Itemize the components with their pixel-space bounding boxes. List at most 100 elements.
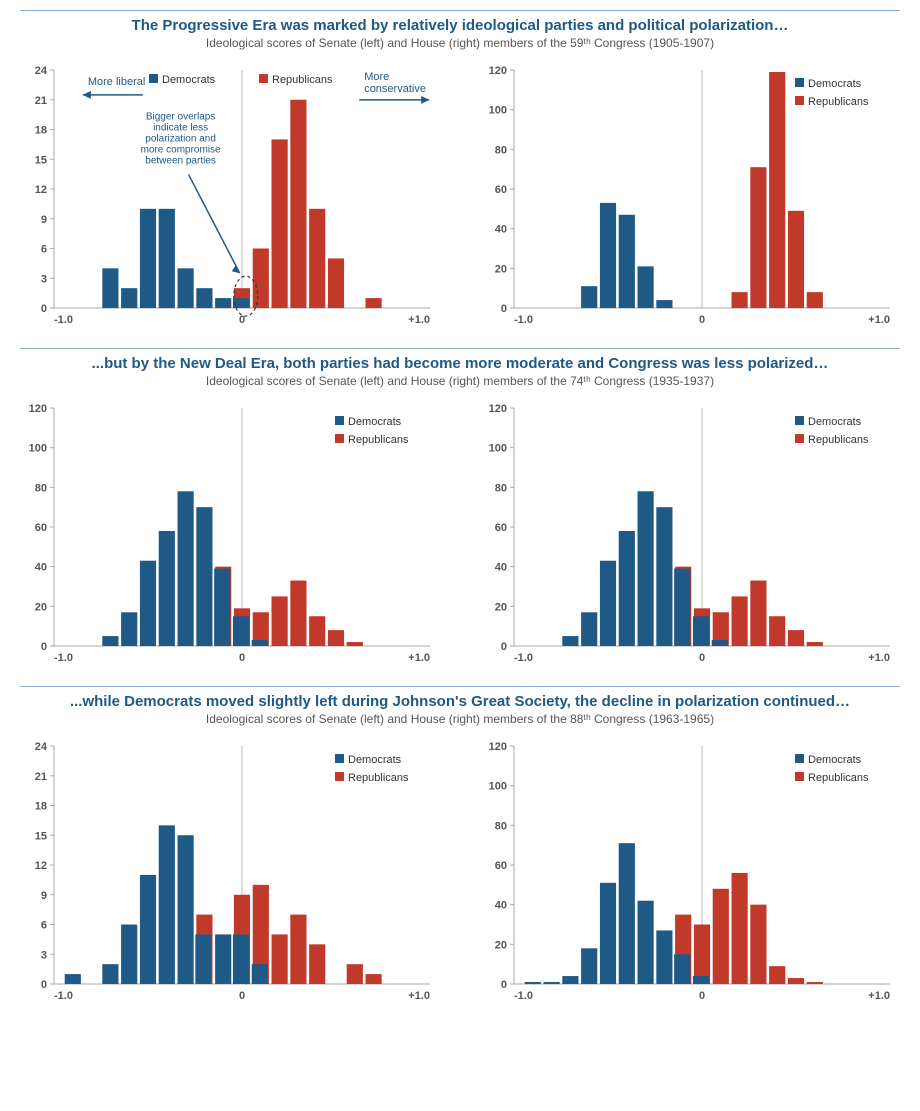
legend-rep-swatch xyxy=(795,772,804,781)
anno-more-conservative: conservative xyxy=(364,83,426,95)
svg-text:-1.0: -1.0 xyxy=(514,990,533,1002)
legend-dem-swatch xyxy=(149,74,158,83)
legend-dem-swatch xyxy=(795,754,804,763)
anno-more-liberal: More liberal xyxy=(88,76,145,88)
svg-text:60: 60 xyxy=(35,522,47,534)
svg-text:60: 60 xyxy=(495,522,507,534)
svg-text:3: 3 xyxy=(41,949,47,961)
svg-text:0: 0 xyxy=(501,641,507,653)
svg-text:+1.0: +1.0 xyxy=(868,314,890,326)
legend-rep-label: Republicans xyxy=(272,74,333,86)
section-subtitle: Ideological scores of Senate (left) and … xyxy=(20,36,900,50)
svg-text:0: 0 xyxy=(239,314,245,326)
svg-text:12: 12 xyxy=(35,860,47,872)
svg-text:-1.0: -1.0 xyxy=(54,314,73,326)
svg-text:-1.0: -1.0 xyxy=(514,652,533,664)
chart-row: 0 3 6 9 12 15 18 21 24 -1.0 0 +1.0 Democrats Republic… xyxy=(20,736,900,1006)
svg-text:40: 40 xyxy=(35,562,47,574)
svg-text:+1.0: +1.0 xyxy=(868,652,890,664)
svg-text:20: 20 xyxy=(495,601,507,613)
legend-rep-label: Republicans xyxy=(808,772,869,784)
legend-rep-label: Republicans xyxy=(808,96,869,108)
svg-text:120: 120 xyxy=(489,741,507,753)
legend-dem-label: Democrats xyxy=(162,74,216,86)
svg-text:-1.0: -1.0 xyxy=(54,990,73,1002)
svg-text:12: 12 xyxy=(35,184,47,196)
section-0: The Progressive Era was marked by relati… xyxy=(20,10,900,330)
svg-text:0: 0 xyxy=(699,314,705,326)
section-title: The Progressive Era was marked by relati… xyxy=(20,17,900,34)
svg-text:40: 40 xyxy=(495,224,507,236)
section-title: ...while Democrats moved slightly left d… xyxy=(20,693,900,710)
svg-text:80: 80 xyxy=(495,820,507,832)
svg-text:9: 9 xyxy=(41,214,47,226)
legend-rep-swatch xyxy=(259,74,268,83)
chart-2-0: 03691215182124-1.00+1.0DemocratsRepublic… xyxy=(20,736,440,1006)
svg-text:120: 120 xyxy=(489,65,507,77)
svg-text:24: 24 xyxy=(35,65,48,77)
svg-text:-1.0: -1.0 xyxy=(54,652,73,664)
anno-overlap: polarization and xyxy=(145,134,216,145)
legend-dem-swatch xyxy=(335,416,344,425)
svg-text:80: 80 xyxy=(495,144,507,156)
legend-dem-label: Democrats xyxy=(808,416,862,428)
svg-text:100: 100 xyxy=(489,781,507,793)
svg-text:0: 0 xyxy=(239,652,245,664)
chart-2-1: 020406080100120-1.00+1.0DemocratsRepubli… xyxy=(480,736,900,1006)
svg-text:18: 18 xyxy=(35,801,47,813)
svg-text:15: 15 xyxy=(35,830,47,842)
svg-text:24: 24 xyxy=(35,741,48,753)
anno-overlap: indicate less xyxy=(153,123,208,134)
svg-text:120: 120 xyxy=(29,403,47,415)
legend-rep-swatch xyxy=(795,434,804,443)
chart-1-0: 020406080100120-1.00+1.0DemocratsRepubli… xyxy=(20,398,440,668)
svg-text:18: 18 xyxy=(35,125,47,137)
svg-text:0: 0 xyxy=(501,979,507,991)
legend-rep-label: Republicans xyxy=(348,772,409,784)
legend-dem-swatch xyxy=(795,78,804,87)
anno-overlap: more compromise xyxy=(141,145,221,156)
svg-text:15: 15 xyxy=(35,154,47,166)
svg-text:0: 0 xyxy=(501,303,507,315)
svg-text:120: 120 xyxy=(489,403,507,415)
legend-dem-label: Democrats xyxy=(808,78,862,90)
svg-text:20: 20 xyxy=(495,263,507,275)
svg-text:100: 100 xyxy=(489,105,507,117)
svg-text:80: 80 xyxy=(35,482,47,494)
legend-rep-label: Republicans xyxy=(808,434,869,446)
svg-text:20: 20 xyxy=(495,939,507,951)
legend-dem-label: Democrats xyxy=(348,754,402,766)
legend-dem-swatch xyxy=(795,416,804,425)
legend-rep-swatch xyxy=(335,772,344,781)
svg-text:+1.0: +1.0 xyxy=(408,314,430,326)
svg-text:100: 100 xyxy=(29,443,47,455)
svg-text:-1.0: -1.0 xyxy=(514,314,533,326)
legend-dem-label: Democrats xyxy=(348,416,402,428)
chart-0-1: 0 20 40 60 80 100 120 -1.0 0 +1.0 Democrats Republi… xyxy=(480,60,900,330)
svg-text:0: 0 xyxy=(41,979,47,991)
svg-text:+1.0: +1.0 xyxy=(408,990,430,1002)
legend-dem-swatch xyxy=(335,754,344,763)
svg-text:80: 80 xyxy=(495,482,507,494)
svg-text:21: 21 xyxy=(35,95,47,107)
svg-text:100: 100 xyxy=(489,443,507,455)
svg-text:+1.0: +1.0 xyxy=(868,990,890,1002)
legend-rep-swatch xyxy=(795,96,804,105)
chart-row: 0 20 40 60 80 100 120 -1.0 0 +1.0 Democrats Republi… xyxy=(20,398,900,668)
section-1: ...but by the New Deal Era, both parties… xyxy=(20,348,900,668)
svg-text:6: 6 xyxy=(41,920,47,932)
svg-text:0: 0 xyxy=(699,990,705,1002)
section-subtitle: Ideological scores of Senate (left) and … xyxy=(20,374,900,388)
anno-overlap: Bigger overlaps xyxy=(146,112,215,123)
svg-text:21: 21 xyxy=(35,771,47,783)
anno-overlap: between parties xyxy=(145,156,216,167)
svg-text:0: 0 xyxy=(41,303,47,315)
svg-text:60: 60 xyxy=(495,184,507,196)
svg-text:60: 60 xyxy=(495,860,507,872)
chart-row: 03691215182124-1.00+1.0DemocratsRepublic… xyxy=(20,60,900,330)
svg-text:0: 0 xyxy=(699,652,705,664)
svg-text:9: 9 xyxy=(41,890,47,902)
section-2: ...while Democrats moved slightly left d… xyxy=(20,686,900,1006)
anno-more-conservative: More xyxy=(364,71,389,83)
svg-text:20: 20 xyxy=(35,601,47,613)
